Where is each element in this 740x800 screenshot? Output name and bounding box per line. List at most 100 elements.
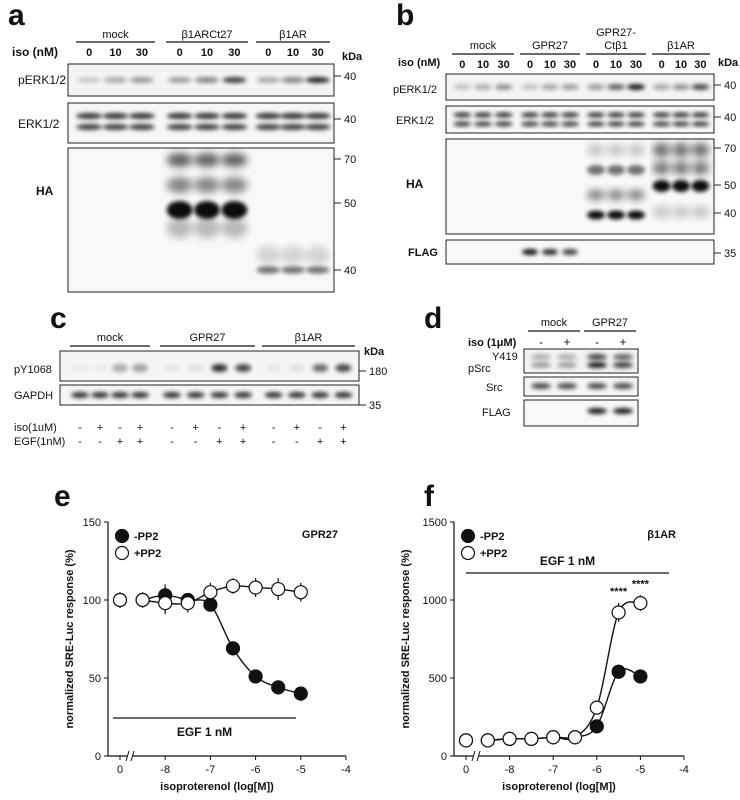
psrc-band-upper [557,354,577,360]
axis-break-gap [127,751,133,761]
dose-label: 30 [630,59,642,71]
ha-smear [652,206,671,218]
chart-e: e 0 50 100 150 0 -8 -7 -6 -5 -4 isoproterenol (log… [54,480,351,793]
significance-mark: **** [632,578,650,590]
ha-band-main [652,180,671,192]
perk-band [281,77,305,83]
dose-label: 0 [265,47,271,59]
erk-band-lower [521,121,539,127]
erk-band-upper [304,113,331,119]
erk-band-lower [691,121,710,127]
y-axis-label: normalized SRE-Luc response (%) [64,549,76,728]
treatment-sign: - [295,436,299,448]
panel-letter-f: f [424,480,435,513]
legend-marker [460,528,476,544]
y-tick-label: 500 [429,673,447,685]
x-tick-label: -8 [505,764,515,776]
psrc-band-upper [531,354,551,360]
gapdh-band [311,392,330,398]
legend-marker [114,528,130,544]
psrc-band-lower [531,362,551,368]
erk-band-lower [128,124,155,130]
treatment-sign: - [218,422,222,434]
blot-label-erk-a: ERK1/2 [18,117,60,131]
treatment-sign: - [78,422,82,434]
x-tick-label: 0 [463,764,469,776]
treatment-sign: - [170,436,174,448]
dose-label: 0 [86,47,92,59]
perk-band [691,84,710,90]
x-tick-label: -4 [679,764,689,776]
ha-smear [691,206,710,218]
treatment-signs-d: - + - + [539,335,627,349]
perk-band [167,77,192,83]
markers-a: 40 40 70 50 40 [334,71,356,277]
fit-curve [487,668,641,742]
data-point [158,596,173,611]
data-point [633,669,648,684]
erk-band-upper [652,112,671,118]
x-tick-label: -5 [296,764,306,776]
blot-erk-b [445,105,715,134]
dose-label: 30 [228,47,240,59]
group-label: β1AR [667,40,695,52]
blot-label-erk-b: ERK1/2 [396,115,434,127]
dose-label: 10 [109,47,121,59]
group-label: GPR27 [189,332,225,344]
py1068-band [335,364,352,372]
erk-band-upper [587,112,605,118]
dose-label: 0 [593,59,599,71]
ha-band-high [194,153,220,167]
blot-label-perk-a: pERK1/2 [18,73,66,87]
erk-band-upper [255,113,282,119]
y-tick-label: 0 [441,751,447,763]
ha-band-main [281,266,305,274]
dose-label: 10 [201,47,213,59]
erk-band-lower [541,121,559,127]
gapdh-band [334,392,353,398]
erk-band-upper [194,113,220,119]
ha-band-main [194,201,220,219]
perk-band [195,77,219,83]
dose-label: 30 [694,59,706,71]
treatment-sign: + [340,422,346,434]
marker-c-180: 180 [369,366,387,378]
ha-band-mid [194,177,220,193]
data-point [293,585,308,600]
ha-band-mid [607,190,625,200]
py1068-band [163,364,180,372]
ha-smear [587,144,605,156]
erk-band-lower [221,124,248,130]
marker-b-erk-40: 40 [724,112,736,124]
ha-band-mid [627,190,645,200]
dose-label: 30 [498,59,510,71]
ha-smear [607,144,625,156]
erk-band-lower [304,124,331,130]
treatment-sign: + [563,335,570,349]
flag-band [613,408,633,414]
data-point [225,578,241,594]
panel-a: a iso (nM) kDa mock 0 10 30 β1ARCt27 0 10 30 β1A… [8,0,363,293]
ha-band-main [672,180,690,192]
ha-band-main [256,266,281,274]
blot-src-d [523,376,639,397]
ha-band-upper [652,161,671,175]
x-tick-label: -5 [636,764,646,776]
erk-band-lower [607,121,625,127]
erk-band-lower [652,121,671,127]
treatment-sign: + [117,436,123,448]
y-tick-label: 100 [83,595,101,607]
ha-band-main [166,201,193,219]
treatment-sign: - [170,422,174,434]
chart-title: β1AR [647,529,676,541]
treatment-sign: - [539,335,543,349]
ha-band-high [221,153,248,167]
erk-band-upper [494,112,513,118]
erk-band-upper [627,112,645,118]
treatment-sign: - [98,436,102,448]
treatment-sign: + [240,422,246,434]
dose-label: 10 [287,47,299,59]
gapdh-band [287,392,306,398]
legend-marker [114,545,130,561]
